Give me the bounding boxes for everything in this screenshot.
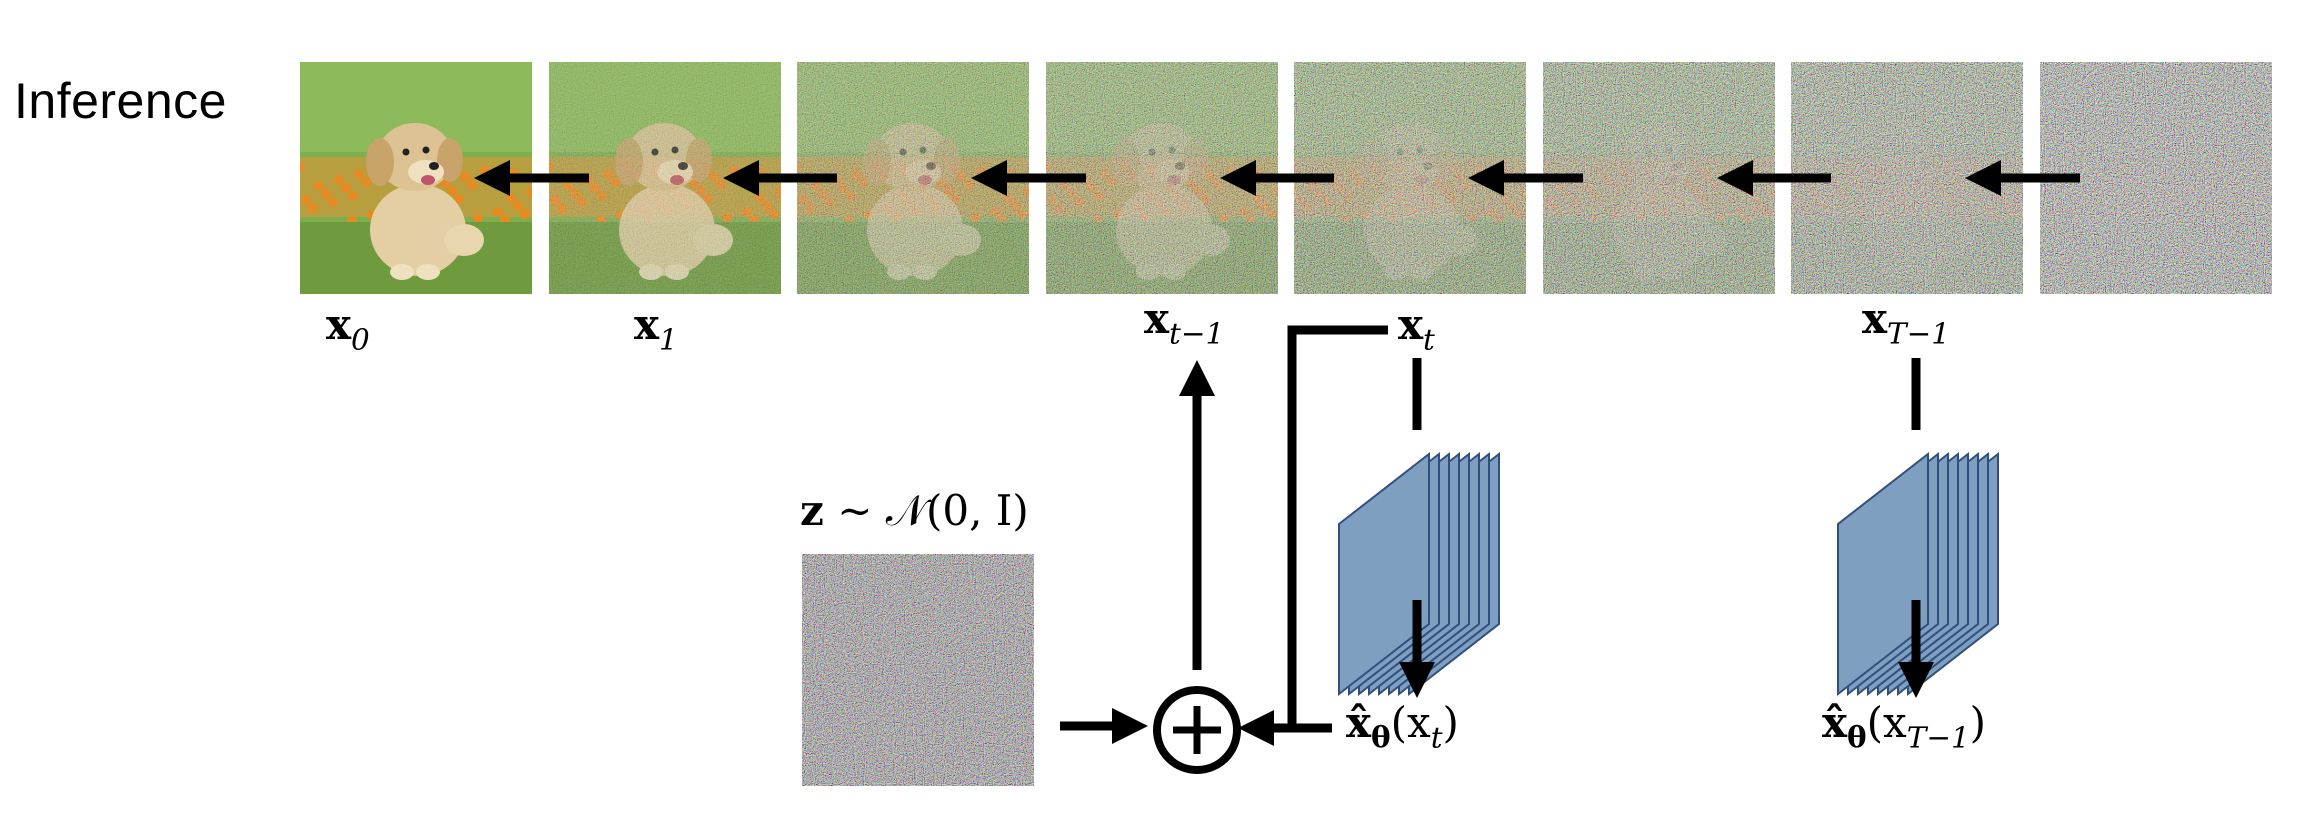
denoising-step [802,325,1999,786]
label-x1: x1 [634,300,678,357]
inference-title: Inference [14,73,227,129]
prediction-x-t-label: x̂θ(xt) [1346,698,1459,755]
frames-strip [300,62,2272,294]
diffusion-frame [2040,62,2272,294]
denoiser-network-icon [1837,451,1999,697]
label-x0: x0 [326,300,370,357]
label-x-T-minus-1: xT−1 [1862,294,1950,351]
prediction-x-T-minus-1-label: x̂θ(xT−1) [1822,698,1987,755]
noise-sample-z [802,554,1034,786]
dog-figure [366,123,484,280]
noise-distribution-label: z ∼ 𝒩(0, I) [800,486,1029,535]
label-x-t: xt [1398,300,1435,357]
label-x-t-minus-1: xt−1 [1144,294,1225,351]
